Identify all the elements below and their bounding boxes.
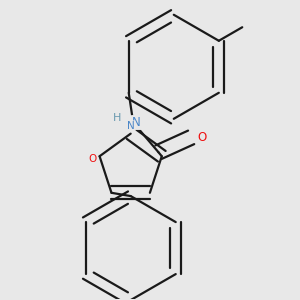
- Text: O: O: [197, 131, 206, 144]
- Text: N: N: [132, 116, 140, 129]
- Text: O: O: [88, 154, 96, 164]
- Text: H: H: [113, 113, 121, 123]
- Text: N: N: [127, 121, 135, 131]
